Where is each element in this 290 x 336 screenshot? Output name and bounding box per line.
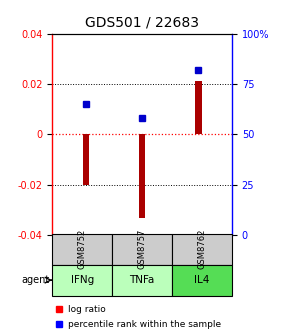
Text: GSM8757: GSM8757 (137, 229, 147, 269)
Text: GSM8752: GSM8752 (78, 229, 87, 269)
Bar (172, 234, 232, 265)
Bar (172, 265, 232, 296)
Bar (52, 265, 112, 296)
Text: TNFa: TNFa (129, 275, 155, 285)
Bar (83, 134, 89, 185)
Text: agent: agent (21, 275, 49, 285)
Bar (112, 234, 172, 265)
Bar (52, 234, 112, 265)
Bar (139, 134, 146, 218)
Text: percentile rank within the sample: percentile rank within the sample (68, 320, 222, 329)
Text: IL4: IL4 (194, 275, 210, 285)
Title: GDS501 / 22683: GDS501 / 22683 (85, 16, 199, 30)
Bar (112, 265, 172, 296)
Text: GSM8762: GSM8762 (197, 229, 206, 269)
Text: log ratio: log ratio (68, 305, 106, 313)
Text: IFNg: IFNg (70, 275, 94, 285)
Bar (195, 82, 202, 134)
